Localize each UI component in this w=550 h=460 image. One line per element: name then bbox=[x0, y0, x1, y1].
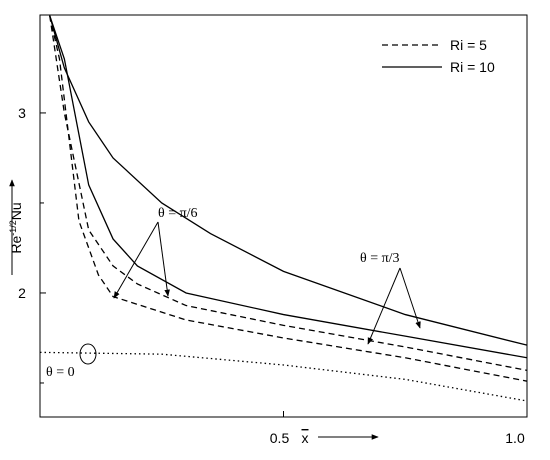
y-tick-label: 3 bbox=[18, 105, 26, 121]
series-line bbox=[49, 15, 528, 346]
x-tick-label: 1.0 bbox=[505, 430, 525, 446]
y-axis-label: Re-1/2Nu bbox=[8, 202, 24, 253]
legend-label: Ri = 10 bbox=[450, 59, 495, 75]
x-tick-label: 0.5 bbox=[270, 430, 290, 446]
y-tick-label: 2 bbox=[18, 285, 26, 301]
legend-label: Ri = 5 bbox=[450, 37, 487, 53]
annotation: θ = π/3 bbox=[360, 251, 400, 266]
y-label-part: Re bbox=[8, 236, 24, 254]
arrows bbox=[9, 179, 421, 440]
plot-frame bbox=[39, 14, 528, 418]
annotation: θ = π/6 bbox=[158, 206, 198, 221]
x-axis-label: x bbox=[302, 430, 309, 446]
series-line bbox=[49, 15, 528, 382]
series-line bbox=[39, 351, 528, 402]
annotation: θ = 0 bbox=[46, 365, 75, 380]
series-line bbox=[49, 15, 528, 372]
y-label-part: Nu bbox=[8, 202, 24, 220]
series-line bbox=[49, 15, 528, 359]
y-label-part: -1/2 bbox=[8, 220, 18, 236]
